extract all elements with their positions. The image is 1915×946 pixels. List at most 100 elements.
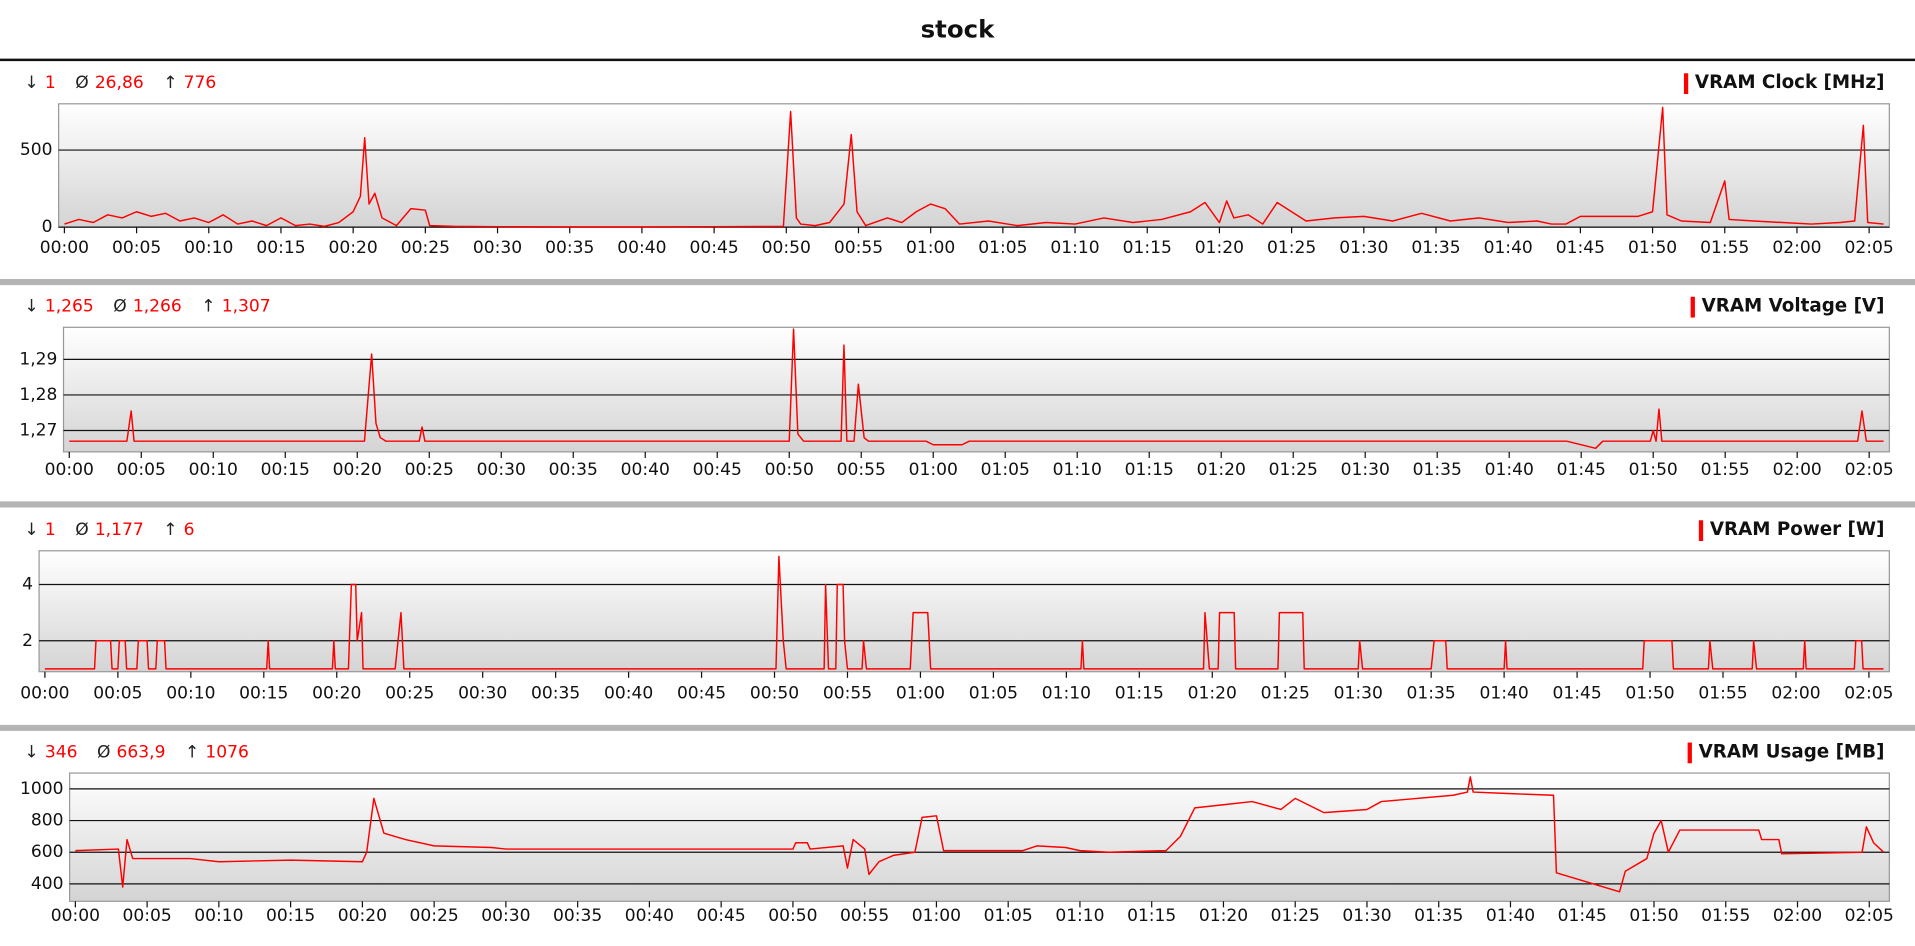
- x-tick-label: 02:05: [1845, 460, 1894, 480]
- x-tick-label: 01:20: [1188, 684, 1237, 704]
- x-tick-label: 00:20: [312, 684, 361, 704]
- x-tick-label: 01:45: [1552, 684, 1601, 704]
- x-tick-label: 01:05: [984, 906, 1033, 926]
- y-tick-label: 800: [31, 811, 64, 831]
- y-tick-label: 600: [31, 842, 64, 862]
- x-tick-label: 02:05: [1844, 684, 1893, 704]
- x-tick-label: 01:25: [1261, 684, 1310, 704]
- x-tick-label: 00:30: [458, 684, 507, 704]
- x-tick-label: 02:00: [1771, 684, 1820, 704]
- x-tick-label: 01:05: [978, 238, 1027, 258]
- y-tick-label: 1000: [20, 779, 63, 799]
- x-tick-label: 01:35: [1411, 238, 1460, 258]
- x-tick-label: 01:30: [1341, 460, 1390, 480]
- x-tick-label: 01:35: [1407, 684, 1456, 704]
- stat-symbol: ↑: [163, 73, 177, 93]
- x-tick-label: 01:10: [1042, 684, 1091, 704]
- legend-label: VRAM Power [W]: [1710, 519, 1885, 540]
- x-tick-label: 00:05: [93, 684, 142, 704]
- x-tick-label: 01:25: [1267, 238, 1316, 258]
- plot-area: [58, 103, 1890, 228]
- stat-value: 1,265: [45, 297, 94, 317]
- x-tick-label: 00:35: [545, 238, 594, 258]
- stat-value: 663,9: [117, 742, 166, 762]
- x-tick-label: 01:20: [1195, 238, 1244, 258]
- x-tick-label: 01:55: [1698, 684, 1747, 704]
- x-tick-label: 00:15: [239, 684, 288, 704]
- x-tick-label: 00:55: [840, 906, 889, 926]
- x-tick-label: 00:25: [410, 906, 459, 926]
- x-tick-label: 01:00: [906, 238, 955, 258]
- x-tick-label: 01:30: [1342, 906, 1391, 926]
- data-line: [69, 328, 1884, 450]
- x-tick-label: 01:55: [1701, 906, 1750, 926]
- x-tick-label: 01:55: [1701, 460, 1750, 480]
- x-tick-label: 00:35: [549, 460, 598, 480]
- stat-symbol: ↑: [185, 742, 199, 762]
- x-tick-label: 02:05: [1845, 906, 1894, 926]
- x-tick-label: 01:45: [1558, 906, 1607, 926]
- x-tick-label: 00:25: [385, 684, 434, 704]
- x-tick-label: 00:10: [194, 906, 243, 926]
- x-tick-label: 01:10: [1055, 906, 1104, 926]
- x-tick-label: 00:45: [689, 238, 738, 258]
- y-tick-label: 0: [42, 217, 53, 237]
- x-tick-label: 01:15: [1125, 460, 1174, 480]
- x-tick-label: 00:00: [45, 460, 94, 480]
- stats: ↓ 1 Ø 26,86 ↑ 776: [24, 73, 216, 93]
- x-tick-label: 01:25: [1269, 460, 1318, 480]
- stats: ↓ 346 Ø 663,9 ↑ 1076: [24, 742, 248, 762]
- stat-value: 6: [184, 520, 195, 540]
- stat-symbol: Ø: [75, 520, 88, 540]
- x-tick-label: 00:40: [604, 684, 653, 704]
- x-tick-label: 02:00: [1773, 906, 1822, 926]
- stat-symbol: Ø: [97, 742, 110, 762]
- y-tick-label: 400: [31, 874, 64, 894]
- x-tick-label: 01:10: [1050, 238, 1099, 258]
- stat-symbol: ↑: [201, 297, 215, 317]
- legend-label: VRAM Usage [MB]: [1699, 741, 1885, 762]
- x-tick-label: 01:50: [1629, 460, 1678, 480]
- x-tick-label: 01:00: [909, 460, 958, 480]
- x-tick-label: 01:15: [1127, 906, 1176, 926]
- legend-label: VRAM Clock [MHz]: [1695, 72, 1885, 93]
- x-tick-label: 01:35: [1413, 460, 1462, 480]
- x-tick-label: 00:10: [184, 238, 233, 258]
- x-tick-label: 00:00: [20, 684, 69, 704]
- stat-value: 1,266: [133, 297, 182, 317]
- legend-label: VRAM Voltage [V]: [1702, 296, 1885, 317]
- x-tick-label: 00:50: [768, 906, 817, 926]
- stat-value: 1076: [205, 742, 248, 762]
- x-tick-label: 00:10: [189, 460, 238, 480]
- x-tick-label: 00:40: [621, 460, 670, 480]
- stat-symbol: Ø: [113, 297, 126, 317]
- x-tick-label: 00:35: [553, 906, 602, 926]
- x-tick-label: 01:40: [1484, 238, 1533, 258]
- x-tick-label: 00:45: [677, 684, 726, 704]
- x-tick-label: 00:50: [750, 684, 799, 704]
- x-tick-label: 00:55: [837, 460, 886, 480]
- x-tick-label: 00:10: [166, 684, 215, 704]
- x-tick-label: 02:05: [1845, 238, 1894, 258]
- x-tick-label: 00:55: [834, 238, 883, 258]
- x-tick-label: 01:40: [1486, 906, 1535, 926]
- x-tick-label: 00:25: [405, 460, 454, 480]
- x-tick-label: 01:15: [1115, 684, 1164, 704]
- stat-value: 1: [45, 73, 56, 93]
- stat-value: 776: [184, 73, 217, 93]
- x-tick-label: 01:40: [1485, 460, 1534, 480]
- x-tick-label: 01:00: [912, 906, 961, 926]
- x-tick-label: 00:35: [531, 684, 580, 704]
- x-tick-label: 00:05: [123, 906, 172, 926]
- x-tick-label: 00:20: [333, 460, 382, 480]
- x-tick-label: 00:15: [266, 906, 315, 926]
- stat-symbol: ↓: [24, 297, 38, 317]
- stat-value: 1,177: [95, 520, 144, 540]
- stats: ↓ 1 Ø 1,177 ↑ 6: [24, 520, 194, 540]
- x-tick-label: 00:45: [693, 460, 742, 480]
- x-tick-label: 01:30: [1339, 238, 1388, 258]
- x-tick-label: 00:15: [261, 460, 310, 480]
- x-tick-label: 01:15: [1123, 238, 1172, 258]
- legend-swatch: [1698, 520, 1704, 542]
